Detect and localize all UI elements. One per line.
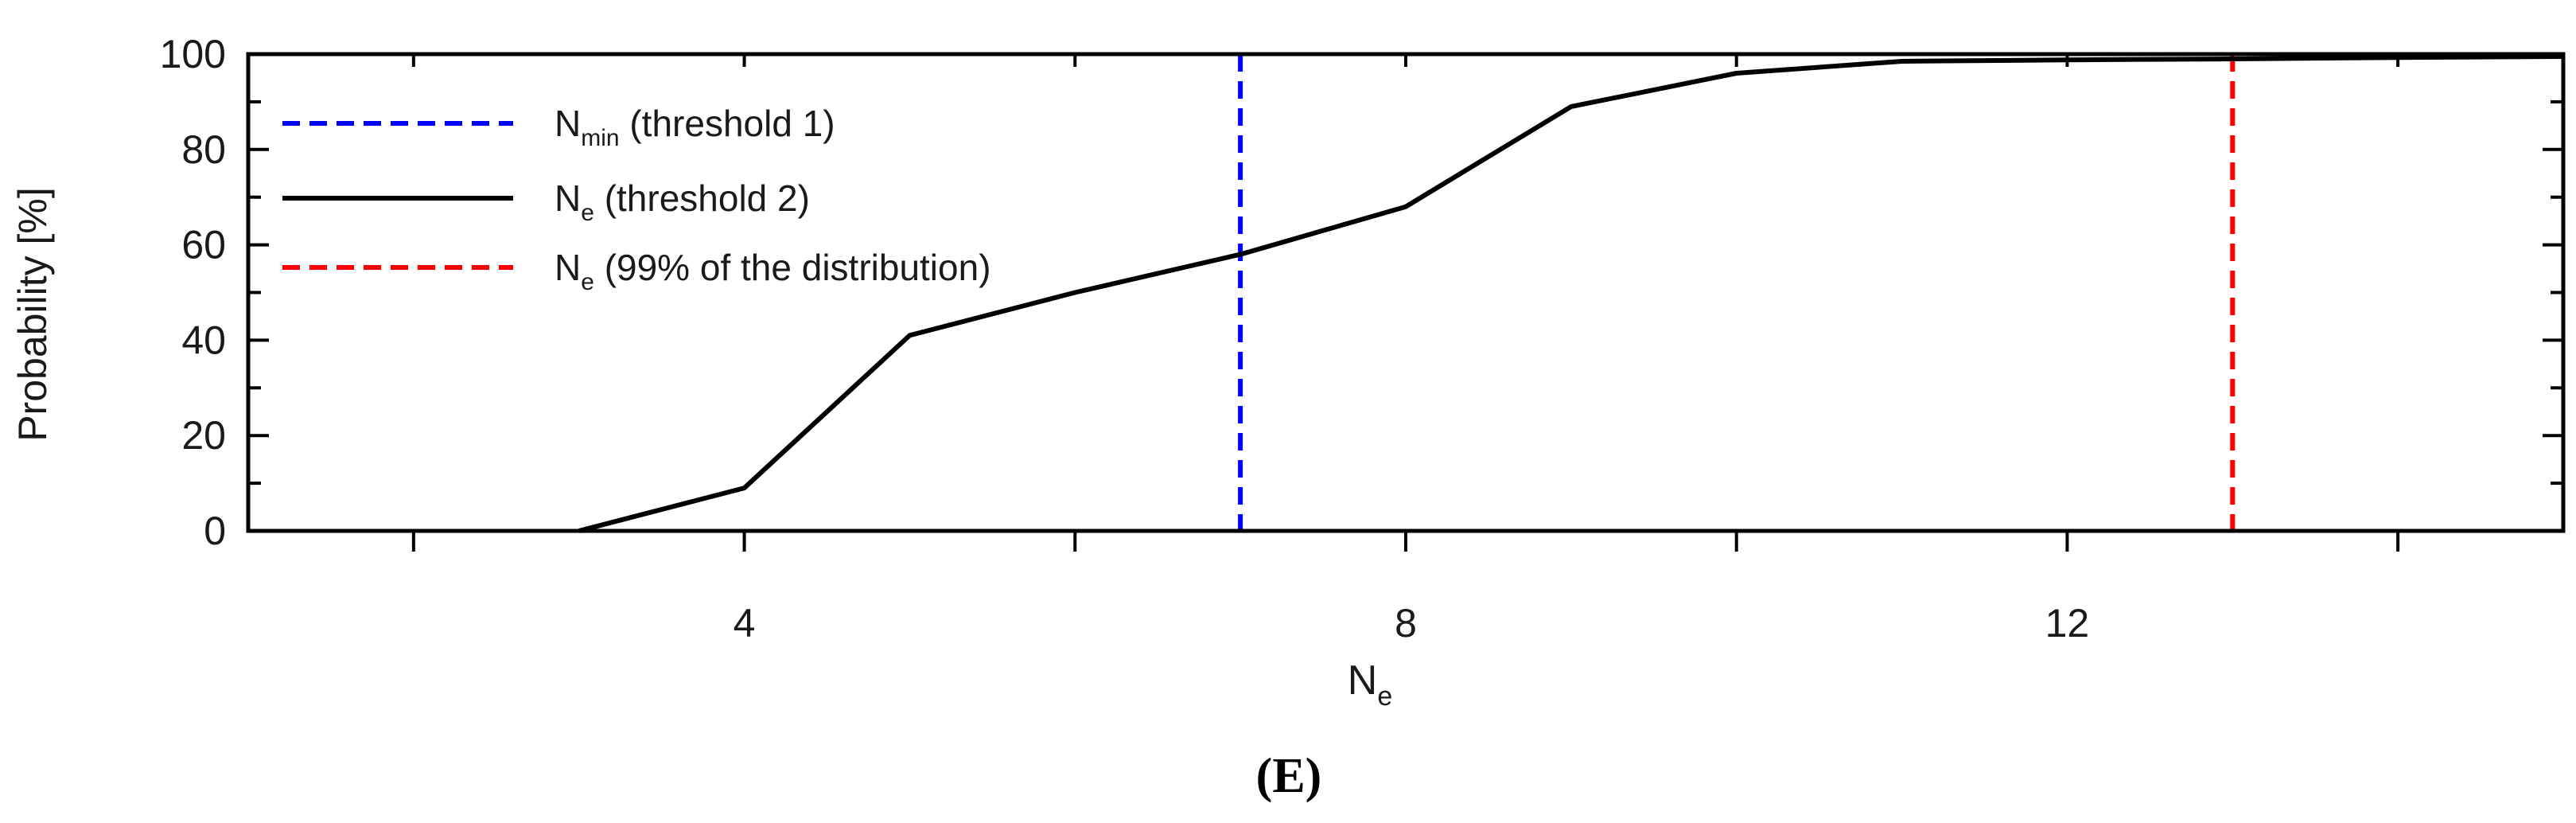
x-tick-label: 4 <box>733 601 756 646</box>
legend: Nmin (threshold 1) Ne (threshold 2) Ne (99… <box>282 103 991 295</box>
plot-area <box>578 54 2564 533</box>
y-tick-label: 0 <box>204 509 226 553</box>
y-tick-label: 80 <box>181 127 226 172</box>
y-tick-label: 20 <box>181 413 226 458</box>
series-line-1 <box>578 54 2564 533</box>
legend-label-2: Ne (threshold 2) <box>555 177 810 226</box>
x-axis-label: Ne <box>1348 657 1392 712</box>
legend-label-1: Nmin (threshold 1) <box>555 103 835 151</box>
y-tick-label: 60 <box>181 223 226 267</box>
panel-label: (E) <box>1256 749 1322 803</box>
y-axis-label: Probability [%] <box>10 187 55 442</box>
axes: 0 20 40 60 80 100 4 8 12 <box>160 32 2566 646</box>
x-tick-label: 8 <box>1395 601 1417 646</box>
legend-label-3: Ne (99% of the distribution) <box>555 247 991 295</box>
y-tick-label: 100 <box>160 32 226 76</box>
y-tick-label: 40 <box>181 318 226 362</box>
x-tick-label: 12 <box>2045 601 2090 646</box>
